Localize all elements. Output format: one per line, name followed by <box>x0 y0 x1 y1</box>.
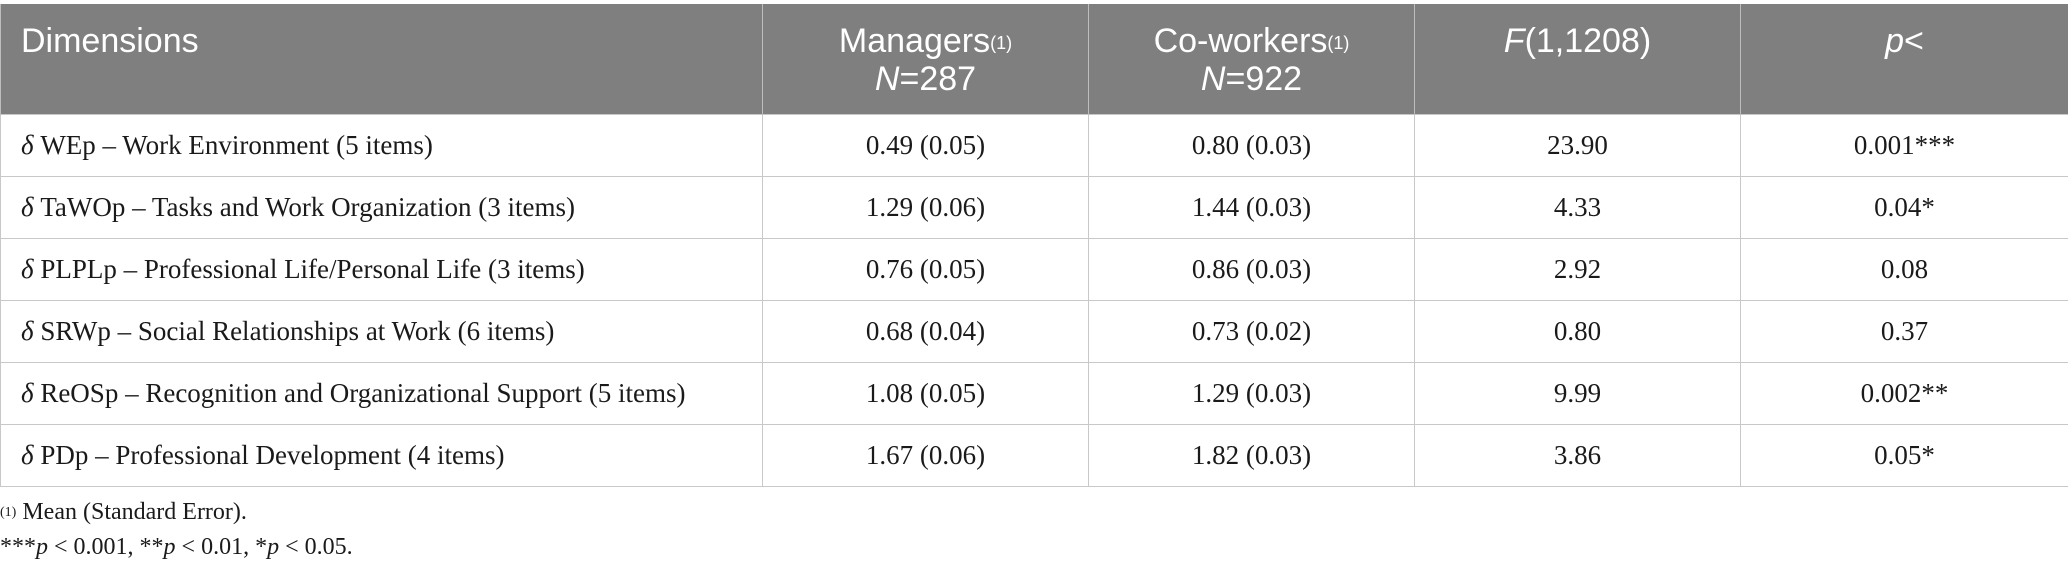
header-f-statistic: F(1,1208) <box>1414 4 1741 115</box>
dimension-label: TaWOp – Tasks and Work Organization (3 i… <box>33 192 575 222</box>
sig-p-2: p <box>163 534 176 560</box>
cell-f: 3.86 <box>1414 424 1741 487</box>
sig-p-3: p <box>267 534 280 560</box>
dimension-label: SRWp – Social Relationships at Work (6 i… <box>33 316 555 346</box>
note-mean-se: (1) Mean (Standard Error). <box>0 495 353 530</box>
cell-managers: 0.68 (0.04) <box>762 300 1089 363</box>
cell-dimension: δ ReOSp – Recognition and Organizational… <box>0 362 763 425</box>
header-coworkers-n-value: =922 <box>1225 60 1303 98</box>
results-table: Dimensions Managers(1) N=287 Co-workers(… <box>0 4 2068 487</box>
header-p-value: p< <box>1740 4 2068 115</box>
table-row: δ TaWOp – Tasks and Work Organization (3… <box>0 176 2068 239</box>
sig-text-2: < 0.01, * <box>175 534 268 560</box>
delta-symbol: δ <box>21 440 34 470</box>
header-dimensions: Dimensions <box>0 4 763 115</box>
cell-dimension: δ SRWp – Social Relationships at Work (6… <box>0 300 763 363</box>
cell-coworkers: 0.73 (0.02) <box>1088 300 1415 363</box>
header-managers-n-value: =287 <box>899 60 977 98</box>
note-significance: ***p < 0.001, **p < 0.01, *p < 0.05. <box>0 530 353 565</box>
table-row: δ SRWp – Social Relationships at Work (6… <box>0 300 2068 363</box>
cell-p: 0.002** <box>1740 362 2068 425</box>
cell-f: 2.92 <box>1414 238 1741 301</box>
cell-p: 0.08 <box>1740 238 2068 301</box>
cell-dimension: δ TaWOp – Tasks and Work Organization (3… <box>0 176 763 239</box>
delta-symbol: δ <box>21 254 34 284</box>
header-f-rest: (1,1208) <box>1524 22 1652 60</box>
cell-p: 0.001*** <box>1740 114 2068 177</box>
dimension-label: PLPLp – Professional Life/Personal Life … <box>33 254 585 284</box>
table-notes: (1) Mean (Standard Error). ***p < 0.001,… <box>0 495 353 565</box>
cell-managers: 1.67 (0.06) <box>762 424 1089 487</box>
table-row: δ PLPLp – Professional Life/Personal Lif… <box>0 238 2068 301</box>
header-managers-n-label: N <box>874 60 900 98</box>
header-managers-label: Managers <box>838 22 991 60</box>
header-coworkers: Co-workers(1) N=922 <box>1088 4 1415 115</box>
table-body: δ WEp – Work Environment (5 items) 0.49 … <box>0 114 2068 487</box>
header-dimensions-label: Dimensions <box>21 22 199 60</box>
dimension-label: PDp – Professional Development (4 items) <box>33 440 505 470</box>
cell-dimension: δ WEp – Work Environment (5 items) <box>0 114 763 177</box>
note-superscript: (1) <box>0 505 17 520</box>
delta-symbol: δ <box>21 378 34 408</box>
cell-managers: 0.49 (0.05) <box>762 114 1089 177</box>
cell-p: 0.04* <box>1740 176 2068 239</box>
table-header: Dimensions Managers(1) N=287 Co-workers(… <box>0 4 2068 115</box>
table-row: δ WEp – Work Environment (5 items) 0.49 … <box>0 114 2068 177</box>
delta-symbol: δ <box>21 192 34 222</box>
header-row: Dimensions Managers(1) N=287 Co-workers(… <box>0 4 2068 115</box>
cell-f: 23.90 <box>1414 114 1741 177</box>
cell-coworkers: 1.44 (0.03) <box>1088 176 1415 239</box>
delta-symbol: δ <box>21 316 34 346</box>
sig-stars-3: *** <box>0 534 36 560</box>
note-mean-se-text: Mean (Standard Error). <box>16 499 247 525</box>
cell-dimension: δ PDp – Professional Development (4 item… <box>0 424 763 487</box>
dimension-label: WEp – Work Environment (5 items) <box>33 130 433 160</box>
header-p-italic: p <box>1885 22 1905 60</box>
cell-coworkers: 0.86 (0.03) <box>1088 238 1415 301</box>
cell-managers: 0.76 (0.05) <box>762 238 1089 301</box>
delta-symbol: δ <box>21 130 34 160</box>
header-managers-sup: (1) <box>990 33 1013 53</box>
header-coworkers-label: Co-workers <box>1153 22 1328 60</box>
cell-coworkers: 1.82 (0.03) <box>1088 424 1415 487</box>
header-f-italic: F <box>1503 22 1525 60</box>
table-row: δ PDp – Professional Development (4 item… <box>0 424 2068 487</box>
table-container: Dimensions Managers(1) N=287 Co-workers(… <box>0 4 2068 487</box>
cell-dimension: δ PLPLp – Professional Life/Personal Lif… <box>0 238 763 301</box>
cell-coworkers: 1.29 (0.03) <box>1088 362 1415 425</box>
sig-text-1: < 0.001, ** <box>48 534 164 560</box>
sig-text-3: < 0.05. <box>279 534 353 560</box>
cell-f: 9.99 <box>1414 362 1741 425</box>
dimension-label: ReOSp – Recognition and Organizational S… <box>33 378 686 408</box>
header-coworkers-n-label: N <box>1200 60 1226 98</box>
cell-managers: 1.08 (0.05) <box>762 362 1089 425</box>
cell-p: 0.05* <box>1740 424 2068 487</box>
cell-f: 0.80 <box>1414 300 1741 363</box>
cell-p: 0.37 <box>1740 300 2068 363</box>
table-row: δ ReOSp – Recognition and Organizational… <box>0 362 2068 425</box>
sig-p-1: p <box>36 534 48 560</box>
cell-coworkers: 0.80 (0.03) <box>1088 114 1415 177</box>
header-managers: Managers(1) N=287 <box>762 4 1089 115</box>
cell-f: 4.33 <box>1414 176 1741 239</box>
cell-managers: 1.29 (0.06) <box>762 176 1089 239</box>
header-p-rest: < <box>1904 22 1924 60</box>
header-coworkers-sup: (1) <box>1327 33 1350 53</box>
